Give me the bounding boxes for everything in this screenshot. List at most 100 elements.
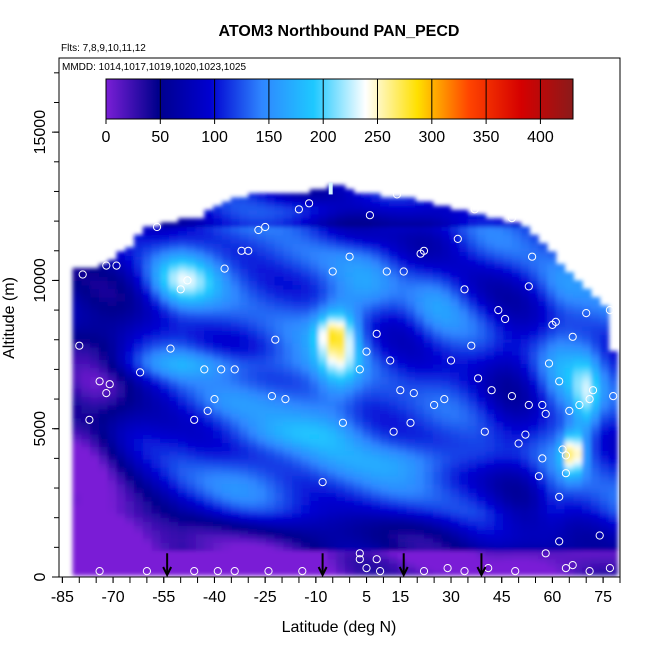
heatmap-cell [450,496,460,502]
heatmap-cell [283,313,293,319]
heatmap-cell [151,388,161,394]
heatmap-cell [415,371,425,377]
heatmap-cell [90,404,100,410]
heatmap-cell [538,404,548,410]
heatmap-cell [98,550,109,556]
heatmap-cell [116,409,126,414]
heatmap-cell [107,542,118,547]
heatmap-cell [204,392,214,398]
heatmap-cell [186,351,197,356]
heatmap-cell [177,529,188,535]
heatmap-cell [511,346,522,352]
heatmap-cell [511,550,522,556]
heatmap-cell [90,276,100,282]
heatmap-cell [432,434,443,439]
heatmap-cell [555,330,566,335]
heatmap-cell [485,533,495,539]
heatmap-cell [213,359,223,365]
heatmap-cell [186,272,197,277]
heatmap-cell [239,438,249,443]
heatmap-cell [459,404,469,410]
heatmap-cell [547,500,557,506]
heatmap-cell [564,409,574,414]
heatmap-cell [318,288,328,294]
heatmap-cell [344,272,355,277]
heatmap-cell [432,471,443,477]
heatmap-cell [142,429,153,435]
heatmap-cell [283,429,293,435]
heatmap-cell [186,512,197,518]
heatmap-cell [503,280,513,286]
heatmap-cell [459,471,469,477]
heatmap-cell [309,321,320,327]
heatmap-cell [380,267,390,273]
heatmap-cell [195,321,205,327]
heatmap-cell [388,442,399,448]
heatmap-cell [520,234,531,240]
heatmap-cell [151,226,161,232]
heatmap-cell [459,517,469,522]
heatmap-cell [450,317,460,323]
heatmap-cell [72,396,82,402]
heatmap-cell [485,525,495,531]
heatmap-cell [397,429,408,435]
heatmap-cell [300,384,311,389]
heatmap-cell [406,230,416,236]
heatmap-cell [467,475,478,481]
heatmap-cell [432,380,443,385]
heatmap-cell [107,313,118,319]
heatmap-cell [555,267,566,273]
heatmap-cell [204,371,214,377]
heatmap-cell [318,388,328,394]
heatmap-cell [380,558,390,564]
heatmap-cell [213,209,223,215]
heatmap-cell [494,525,504,531]
heatmap-cell [423,263,434,269]
heatmap-cell [511,243,522,248]
heatmap-cell [257,521,267,526]
heatmap-cell [441,454,451,460]
heatmap-cell [503,467,513,473]
heatmap-cell [397,496,408,502]
heatmap-cell [529,263,539,269]
heatmap-cell [511,272,522,277]
heatmap-cell [125,326,135,331]
heatmap-cell [520,255,531,261]
heatmap-cell [248,359,258,365]
heatmap-cell [485,558,495,564]
heatmap-cell [151,434,161,439]
heatmap-cell [274,259,284,265]
heatmap-cell [292,214,302,219]
heatmap-cell [371,371,381,377]
heatmap-cell [151,508,161,514]
heatmap-cell [239,546,249,551]
heatmap-cell [265,201,276,207]
heatmap-cell [125,297,135,302]
heatmap-cell [529,425,539,431]
heatmap-cell [388,529,399,535]
heatmap-cell [257,508,267,514]
heatmap-cell [213,504,223,510]
heatmap-cell [230,292,241,298]
heatmap-cell [90,488,100,493]
heatmap-cell [529,367,539,373]
heatmap-cell [186,463,197,468]
heatmap-cell [72,442,82,448]
heatmap-cell [406,442,416,448]
heatmap-cell [511,288,522,294]
heatmap-cell [283,508,293,514]
heatmap-cell [257,450,267,456]
heatmap-cell [415,463,425,468]
heatmap-cell [459,429,469,435]
heatmap-cell [230,546,241,551]
heatmap-cell [380,342,390,348]
heatmap-cell [318,189,328,194]
heatmap-cell [380,392,390,398]
heatmap-cell [125,409,135,414]
heatmap-cell [371,342,381,348]
heatmap-cell [318,238,328,244]
heatmap-cell [98,458,109,464]
heatmap-cell [564,546,574,551]
heatmap-cell [248,483,258,489]
heatmap-cell [555,321,566,327]
